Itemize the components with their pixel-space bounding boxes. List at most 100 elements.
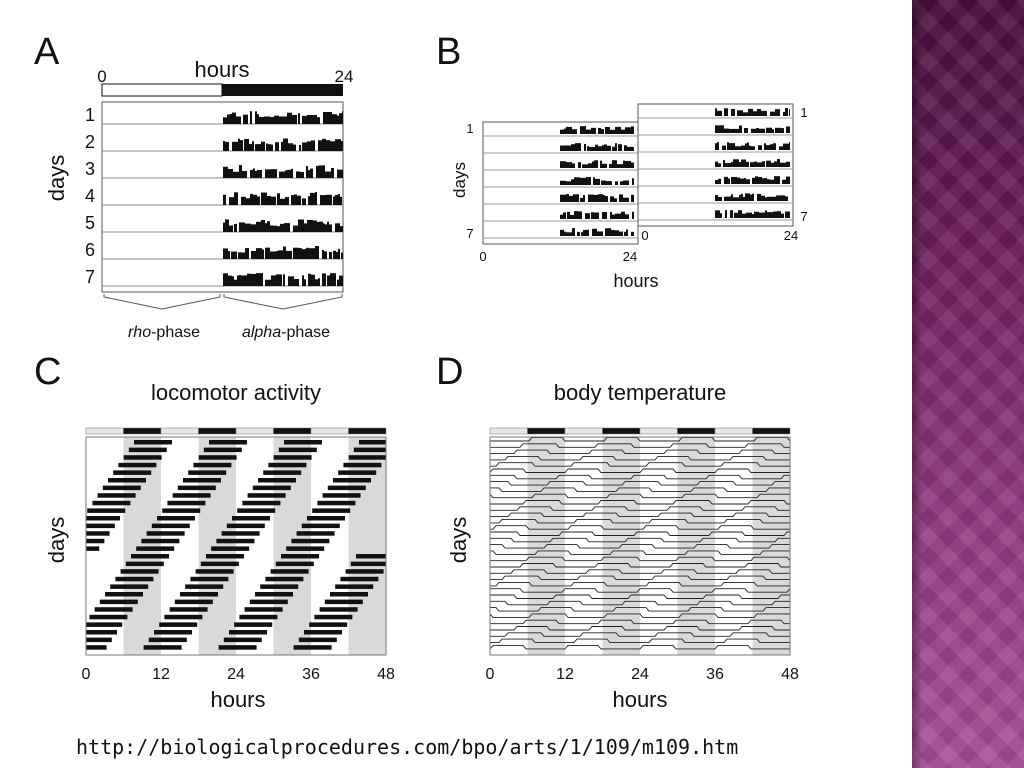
panel-c-title: locomotor activity [151, 380, 321, 405]
panel-b-activity-bar [605, 228, 611, 236]
panel-a-activity-bar [316, 165, 319, 178]
panel-a-frame [101, 101, 344, 293]
panel-c-activity-bar [278, 447, 317, 453]
panel-c-activity-bar [159, 622, 198, 627]
panel-b-activity-bar [632, 211, 634, 219]
panel-a-activity-bar [252, 141, 254, 151]
panel-b-activity-bar [786, 161, 790, 167]
panel-a-activity-bar [322, 273, 326, 286]
panel-b-activity-bar [592, 228, 597, 236]
panel-a-activity-bar [271, 144, 273, 151]
panel-a-days-label: days [44, 155, 69, 201]
panel-c-activity-bar [128, 447, 167, 453]
panel-a-activity-bar [267, 195, 271, 205]
panel-b-activity-bar [591, 127, 596, 134]
panel-b-left-row-first: 1 [466, 121, 473, 136]
panel-a-activity-bar [237, 275, 239, 286]
panel-a-activity-bar [274, 115, 279, 124]
panel-a-activity-bar [342, 111, 343, 124]
panel-b-activity-bar [767, 212, 773, 218]
panel-b-activity-bar [572, 129, 577, 134]
panel-c-activity-bar [255, 592, 293, 597]
panel-a-day-label: 2 [85, 132, 95, 152]
panel-b-activity-bar [625, 127, 631, 134]
source-url-link[interactable]: http://biologicalprocedures.com/bpo/arts… [76, 735, 739, 759]
panel-c-activity-bar [304, 630, 342, 635]
panel-c-activity-bar [239, 614, 278, 620]
panel-c-x-tick: 0 [82, 666, 91, 683]
panel-a-activity-bar [298, 113, 300, 124]
panel-a-activity-bar [302, 198, 306, 205]
panel-a-activity-bar [276, 274, 282, 286]
panel-a-activity-bar [315, 246, 319, 259]
panel-b-activity-bar [591, 212, 594, 219]
panel-b-activity-bar [597, 231, 603, 236]
panel-d-x-tick: 12 [556, 666, 574, 683]
panel-c-activity-bar [86, 645, 107, 650]
panel-d-hours-label: hours [612, 687, 667, 712]
panel-a-activity-bar [302, 249, 306, 259]
panel-b-activity-bar [773, 211, 777, 218]
panel-a-activity-bar [292, 114, 297, 124]
panel-b-activity-bar [586, 177, 591, 185]
panel-b-activity-bar [560, 129, 564, 134]
panel-a-activity-bar [310, 168, 313, 178]
panel-b-activity-bar [623, 180, 629, 185]
panel-c-activity-bar [312, 508, 351, 513]
panel-a-activity-bar [256, 221, 261, 232]
panel-b-activity-bar [783, 111, 785, 116]
panel-a-activity-bar [302, 275, 304, 286]
panel-a-activity-bar [304, 279, 306, 286]
panel-b-activity-bar [631, 231, 634, 236]
panel-b-activity-bar [743, 196, 745, 201]
panel-b-activity-bar [757, 108, 761, 116]
panel-b-activity-bar [749, 145, 751, 150]
panel-b-activity-bar [580, 126, 586, 134]
panel-d-light-dark-segment [527, 427, 566, 435]
panel-c-activity-bar [86, 531, 110, 536]
panel-c-light-dark-segment [85, 427, 124, 435]
panel-b-activity-bar [631, 194, 634, 202]
panel-b-activity-bar [766, 145, 770, 150]
panel-c-activity-bar [249, 599, 288, 605]
panel-a-activity-bar [326, 111, 332, 124]
panel-a-activity-bar [306, 247, 309, 259]
panel-b-activity-bar [723, 159, 725, 167]
panel-a-activity-bar [335, 194, 338, 205]
panel-c-activity-bar [134, 440, 172, 445]
panel-c-activity-bar [86, 523, 115, 529]
panel-b-activity-bar [759, 128, 765, 133]
panel-c-activity-bar [115, 576, 154, 582]
panel-a-rows [102, 111, 343, 287]
panel-a-activity-bar [287, 169, 291, 178]
panel-b-left-row-last: 7 [466, 226, 473, 241]
panel-a-activity-bar [228, 168, 233, 178]
panel-c-night-shading [198, 437, 236, 655]
panel-a-day-label: 5 [85, 213, 95, 233]
panel-a-activity-bar [325, 171, 331, 178]
panel-a-activity-bar [232, 276, 234, 286]
panel-b-activity-bar [584, 143, 586, 151]
panel-b-activity-bar [595, 144, 598, 151]
panel-b-activity-bar [789, 142, 790, 150]
panel-c-activity-bar [298, 637, 337, 643]
panel-a-activity-bar [257, 169, 262, 178]
panel-c-activity-bar [123, 455, 162, 460]
panel-b-activity-bar [724, 128, 729, 133]
panel-b-activity-bar [627, 146, 633, 151]
panel-b-activity-bar [777, 159, 780, 167]
panel-b-activity-bar [583, 195, 585, 202]
panel-b-activity-bar [756, 127, 759, 133]
panel-b-activity-bar [571, 179, 574, 185]
panel-b-activity-bar [765, 210, 767, 218]
panel-b-activity-bar [746, 212, 752, 218]
panel-a-activity-bar [332, 114, 337, 124]
panel-a-light-bar [101, 83, 223, 97]
panel-a-activity-bar [264, 116, 270, 124]
panel-a-activity-bar [280, 223, 284, 232]
panel-c-activity-bar [86, 538, 105, 544]
panel-b-activity-bar [588, 163, 592, 168]
panel-c-activity-bar [244, 607, 283, 612]
panel-b-activity-bar [766, 160, 771, 167]
